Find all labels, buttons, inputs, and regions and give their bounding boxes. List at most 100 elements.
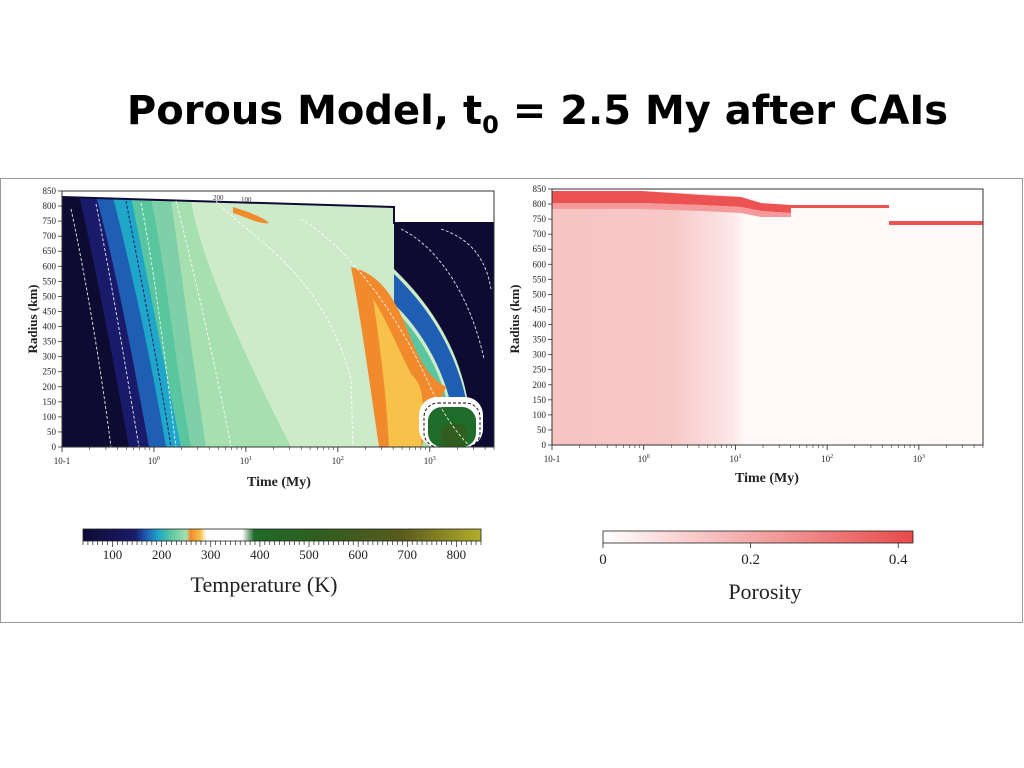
y-tick-label: 800 — [43, 201, 57, 211]
contour-label: 200 — [213, 194, 224, 202]
y-tick-label: 0 — [542, 440, 547, 450]
contour-line — [95, 203, 140, 447]
y-tick-label: 200 — [43, 382, 57, 392]
porosity-heatmap — [552, 189, 983, 445]
x-tick-label: 100 — [148, 456, 160, 466]
y-tick-label: 100 — [533, 410, 547, 420]
por-xlabel: Time (My) — [735, 471, 799, 486]
temp-colorbar-label: Temperature (K) — [191, 572, 338, 597]
y-tick-label: 400 — [43, 322, 57, 332]
y-tick-label: 150 — [43, 397, 57, 407]
y-tick-label: 500 — [533, 289, 547, 299]
y-tick-label: 550 — [533, 274, 547, 284]
temp-yellow-zone — [373, 299, 423, 447]
y-tick-label: 200 — [533, 380, 547, 390]
x-tick-label: 102 — [332, 456, 344, 466]
x-tick-label: 103 — [913, 454, 925, 464]
y-tick-label: 350 — [43, 337, 57, 347]
contour-line — [440, 228, 492, 290]
temp-colorbar-ticks: 100 200 300 400 500 600 700 800 — [82, 541, 482, 562]
contour-line — [400, 228, 485, 360]
y-tick-label: 550 — [43, 276, 57, 286]
y-tick-label: 600 — [533, 259, 547, 269]
x-tick-label: 100 — [638, 454, 650, 464]
colorbar-tick-label: 0.2 — [741, 552, 760, 568]
temp-ylabel: Radius (km) — [25, 285, 40, 354]
y-tick-label: 50 — [537, 425, 547, 435]
por-plot-border — [551, 188, 984, 446]
por-bg — [552, 189, 983, 445]
temp-yaxis: 8508007507006506005505004504003503002502… — [43, 186, 62, 452]
y-tick-label: 0 — [52, 442, 57, 452]
por-yaxis: 8508007507006506005505004504003503002502… — [533, 184, 552, 450]
y-tick-label: 250 — [43, 367, 57, 377]
por-mid-layer — [552, 203, 791, 217]
y-tick-label: 750 — [43, 216, 57, 226]
y-tick-label: 650 — [533, 244, 547, 254]
contour-line-dark — [125, 200, 172, 447]
contour-line — [70, 208, 112, 447]
temperature-colorbar — [82, 528, 482, 542]
y-tick-label: 800 — [533, 199, 547, 209]
y-tick-label: 300 — [533, 350, 547, 360]
colorbar-tick-label: 100 — [103, 547, 123, 562]
x-tick-label: 101 — [240, 456, 252, 466]
por-band — [889, 221, 983, 225]
temp-plot-border — [61, 190, 495, 448]
temp-xaxis: 10-1 100 101 102 103 — [54, 447, 495, 466]
y-tick-label: 400 — [533, 320, 547, 330]
x-tick-label: 10-1 — [544, 454, 561, 464]
temp-orange-streak — [233, 207, 269, 224]
x-tick-label: 103 — [424, 456, 436, 466]
temp-core-dark — [441, 424, 467, 447]
contour-label: 100 — [241, 196, 252, 204]
colorbar-tick-label: 700 — [398, 547, 418, 562]
temp-surface-mask — [62, 191, 494, 223]
y-tick-label: 350 — [533, 335, 547, 345]
x-tick-label: 102 — [821, 454, 833, 464]
y-tick-label: 850 — [533, 184, 547, 194]
y-tick-label: 600 — [43, 261, 57, 271]
title-rest: = 2.5 My after CAIs — [498, 88, 949, 134]
contour-line — [140, 202, 177, 447]
y-tick-label: 450 — [533, 304, 547, 314]
figure-svg: 200 100 85080075070065060055050045040035… — [25, 184, 984, 604]
y-tick-label: 100 — [43, 412, 57, 422]
y-tick-label: 700 — [43, 231, 57, 241]
y-tick-label: 750 — [533, 214, 547, 224]
temp-right-dark — [394, 207, 494, 447]
colorbar-tick-label: 500 — [299, 547, 319, 562]
temp-band-dark — [62, 194, 129, 447]
porosity-colorbar — [602, 530, 914, 544]
por-colorbar-ticks: 0 0.2 0.4 — [599, 543, 908, 568]
por-ylabel: Radius (km) — [507, 285, 522, 354]
colorbar-tick-label: 800 — [447, 547, 467, 562]
por-colorbar-label: Porosity — [728, 579, 801, 604]
por-xaxis: 10-1 100 101 102 103 — [544, 445, 984, 464]
x-tick-label: 101 — [729, 454, 741, 464]
title-subscript: 0 — [482, 111, 499, 139]
y-tick-label: 650 — [43, 246, 57, 256]
por-band — [791, 205, 889, 208]
title-main: Porous Model, t — [126, 88, 483, 134]
y-tick-label: 250 — [533, 365, 547, 375]
y-tick-label: 500 — [43, 291, 57, 301]
y-tick-label: 300 — [43, 352, 57, 362]
temp-surface-line — [62, 196, 494, 224]
y-tick-label: 150 — [533, 395, 547, 405]
temp-xlabel: Time (My) — [247, 475, 311, 490]
colorbar-tick-label: 0.4 — [889, 552, 908, 568]
colorbar-tick-label: 0 — [599, 552, 607, 568]
colorbar-tick-label: 400 — [250, 547, 270, 562]
contour-line — [175, 200, 232, 447]
x-tick-label: 10-1 — [54, 456, 71, 466]
contour-line — [300, 218, 472, 447]
slide-title: Porous Model, t0 = 2.5 My after CAIs — [0, 88, 1024, 139]
por-high-layer — [552, 191, 791, 213]
figure-frame: 200 100 850 800 750 700 650 600 550 500 450 400 35… — [0, 178, 1023, 623]
core-contour-box — [423, 402, 481, 447]
y-tick-label: 450 — [43, 306, 57, 316]
por-surface-mask — [552, 189, 983, 221]
y-tick-label: 700 — [533, 229, 547, 239]
y-tick-label: 50 — [47, 427, 57, 437]
